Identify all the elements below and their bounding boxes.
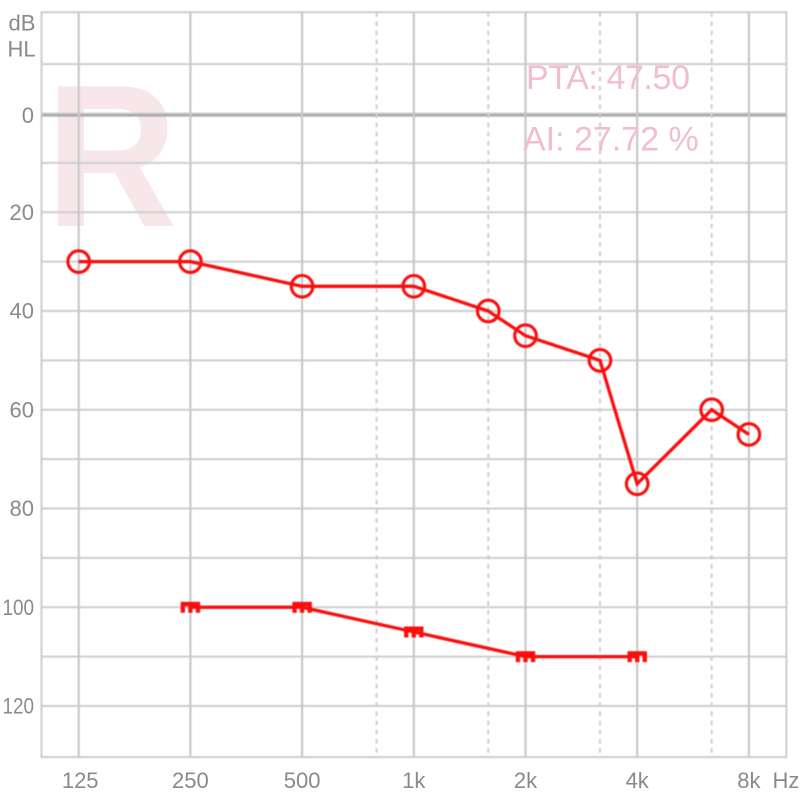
svg-text:0: 0 — [22, 103, 34, 128]
svg-text:4k: 4k — [626, 768, 650, 793]
svg-text:60: 60 — [10, 397, 34, 422]
svg-text:80: 80 — [10, 496, 34, 521]
svg-text:HL: HL — [7, 37, 35, 62]
svg-text:120: 120 — [3, 694, 35, 719]
svg-text:100: 100 — [3, 595, 35, 620]
svg-text:125: 125 — [62, 768, 99, 793]
svg-text:R: R — [46, 42, 178, 269]
svg-text:20: 20 — [10, 200, 34, 225]
svg-text:Hz: Hz — [773, 768, 800, 793]
svg-text:40: 40 — [10, 299, 34, 324]
svg-text:8k: 8k — [737, 768, 761, 793]
svg-text:AI: 27.72 %: AI: 27.72 % — [523, 121, 699, 159]
svg-text:dB: dB — [9, 11, 36, 36]
svg-text:PTA: 47.50: PTA: 47.50 — [526, 59, 690, 97]
svg-text:500: 500 — [284, 768, 321, 793]
svg-text:1k: 1k — [402, 768, 426, 793]
svg-text:2k: 2k — [514, 768, 538, 793]
svg-text:250: 250 — [172, 768, 209, 793]
